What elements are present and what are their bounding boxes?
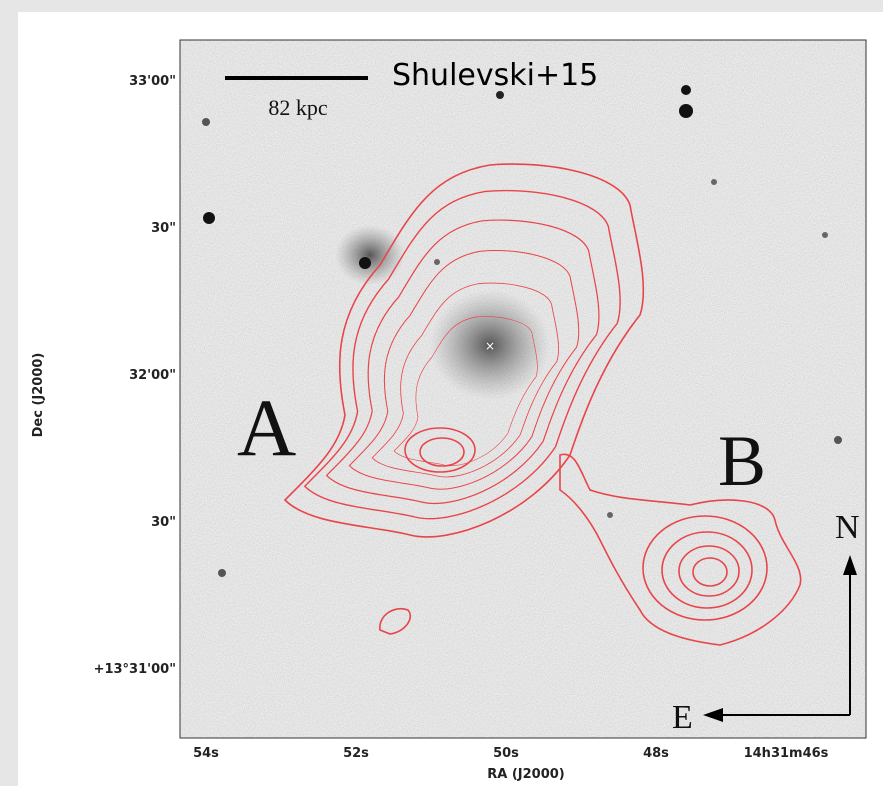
- compass-north: N: [835, 509, 860, 546]
- contour: [371, 282, 559, 478]
- y-axis: 33'00" 30" 32'00" 30" +13°31'00" Dec (J2…: [31, 74, 176, 677]
- contour: [661, 531, 753, 609]
- contour: [283, 163, 645, 538]
- contour: [325, 219, 600, 504]
- x-tick-label: 52s: [343, 746, 369, 761]
- y-tick-label: 30": [151, 515, 176, 530]
- contour: [692, 557, 728, 587]
- x-tick-label: 54s: [193, 746, 219, 761]
- compass-arrowhead: [843, 555, 857, 575]
- contour: [419, 437, 465, 467]
- credit: Shulevski+15: [392, 58, 598, 93]
- contour: [393, 316, 538, 467]
- star: [359, 257, 371, 269]
- star: [202, 118, 210, 126]
- star: [822, 232, 828, 238]
- star: [218, 569, 226, 577]
- contour: [559, 453, 802, 646]
- contour: [303, 189, 621, 520]
- compass-arrowhead: [703, 708, 723, 722]
- star: [203, 212, 215, 224]
- galaxy: [335, 225, 405, 285]
- x-axis-label: RA (J2000): [487, 767, 565, 782]
- star: [434, 259, 440, 265]
- y-tick-label: 32'00": [129, 368, 176, 383]
- contour: [404, 427, 476, 473]
- star: [496, 91, 504, 99]
- galaxy: [430, 290, 550, 400]
- y-tick-label: +13°31'00": [94, 662, 176, 677]
- compass: N E: [672, 509, 860, 736]
- x-tick-label: 14h31m46s: [744, 746, 829, 761]
- contour: [642, 515, 768, 621]
- x-tick-label: 48s: [643, 746, 669, 761]
- scale-bar-label: 82 kpc: [268, 95, 328, 120]
- contours-a: [283, 163, 802, 646]
- x-tick-label: 50s: [493, 746, 519, 761]
- y-tick-label: 30": [151, 221, 176, 236]
- contour: [678, 545, 740, 597]
- star: [679, 104, 693, 118]
- x-axis: 54s 52s 50s 48s 14h31m46s RA (J2000): [193, 746, 829, 782]
- region-label: B: [718, 421, 766, 501]
- compass-east: E: [672, 699, 693, 736]
- star: [681, 85, 691, 95]
- contour: [348, 250, 580, 490]
- stars: [202, 85, 842, 577]
- star: [834, 436, 842, 444]
- region-label: A: [237, 382, 296, 473]
- y-axis-label: Dec (J2000): [31, 353, 46, 438]
- y-tick-label: 33'00": [129, 74, 176, 89]
- frame: [179, 39, 867, 739]
- star: [711, 179, 717, 185]
- contour: [379, 608, 412, 635]
- center-marker: ×: [485, 339, 495, 353]
- star: [607, 512, 613, 518]
